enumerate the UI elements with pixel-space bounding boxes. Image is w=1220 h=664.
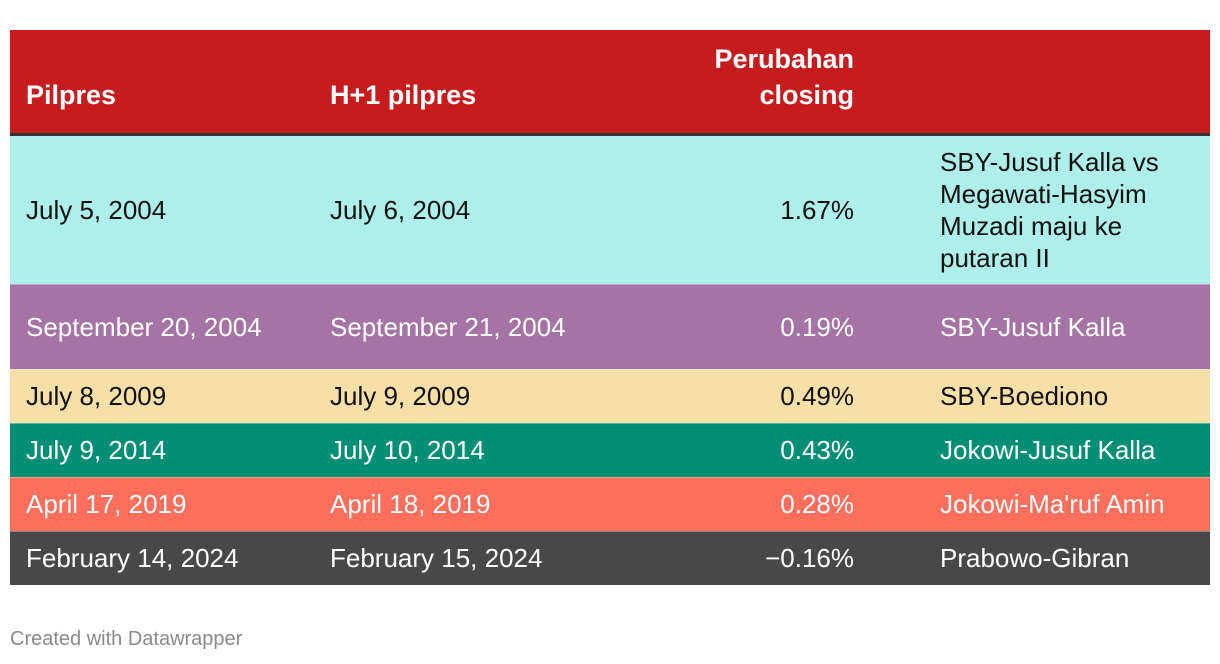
cell-perubahan-closing: 0.28% xyxy=(618,477,870,532)
cell-perubahan-closing: 1.67% xyxy=(618,134,870,285)
table-row: April 17, 2019 April 18, 2019 0.28% Joko… xyxy=(10,477,1210,532)
header-h1-pilpres[interactable]: H+1 pilpres xyxy=(314,30,618,136)
table-row: July 9, 2014 July 10, 2014 0.43% Jokowi-… xyxy=(10,423,1210,478)
cell-description: Jokowi-Ma'ruf Amin xyxy=(870,477,1210,532)
cell-perubahan-closing: −0.16% xyxy=(618,531,870,586)
cell-h1-pilpres: September 21, 2004 xyxy=(314,284,618,370)
table-row: July 5, 2004 July 6, 2004 1.67% SBY-Jusu… xyxy=(10,134,1210,285)
cell-description: Jokowi-Jusuf Kalla xyxy=(870,423,1210,478)
cell-pilpres: February 14, 2024 xyxy=(10,531,314,586)
header-pilpres[interactable]: Pilpres xyxy=(10,30,314,136)
header-perubahan-closing[interactable]: Perubahan closing xyxy=(618,30,870,136)
cell-perubahan-closing: 0.43% xyxy=(618,423,870,478)
cell-h1-pilpres: July 6, 2004 xyxy=(314,134,618,285)
cell-pilpres: September 20, 2004 xyxy=(10,284,314,370)
cell-h1-pilpres: July 9, 2009 xyxy=(314,369,618,424)
cell-perubahan-closing: 0.19% xyxy=(618,284,870,370)
data-table: Pilpres H+1 pilpres Perubahan closing Ju… xyxy=(10,30,1210,586)
cell-description: SBY-Boediono xyxy=(870,369,1210,424)
cell-pilpres: July 9, 2014 xyxy=(10,423,314,478)
table-row: September 20, 2004 September 21, 2004 0.… xyxy=(10,284,1210,370)
cell-description: Prabowo-Gibran xyxy=(870,531,1210,586)
credit-text: Created with Datawrapper xyxy=(10,628,243,650)
cell-h1-pilpres: April 18, 2019 xyxy=(314,477,618,532)
cell-perubahan-closing: 0.49% xyxy=(618,369,870,424)
cell-description: SBY-Jusuf Kalla vs Megawati-Hasyim Muzad… xyxy=(870,134,1210,285)
cell-pilpres: April 17, 2019 xyxy=(10,477,314,532)
cell-description: SBY-Jusuf Kalla xyxy=(870,284,1210,370)
cell-pilpres: July 5, 2004 xyxy=(10,134,314,285)
table-row: February 14, 2024 February 15, 2024 −0.1… xyxy=(10,531,1210,586)
cell-h1-pilpres: July 10, 2014 xyxy=(314,423,618,478)
header-row: Pilpres H+1 pilpres Perubahan closing xyxy=(10,30,1210,136)
table-row: July 8, 2009 July 9, 2009 0.49% SBY-Boed… xyxy=(10,369,1210,424)
cell-pilpres: July 8, 2009 xyxy=(10,369,314,424)
header-description xyxy=(870,30,1210,136)
cell-h1-pilpres: February 15, 2024 xyxy=(314,531,618,586)
